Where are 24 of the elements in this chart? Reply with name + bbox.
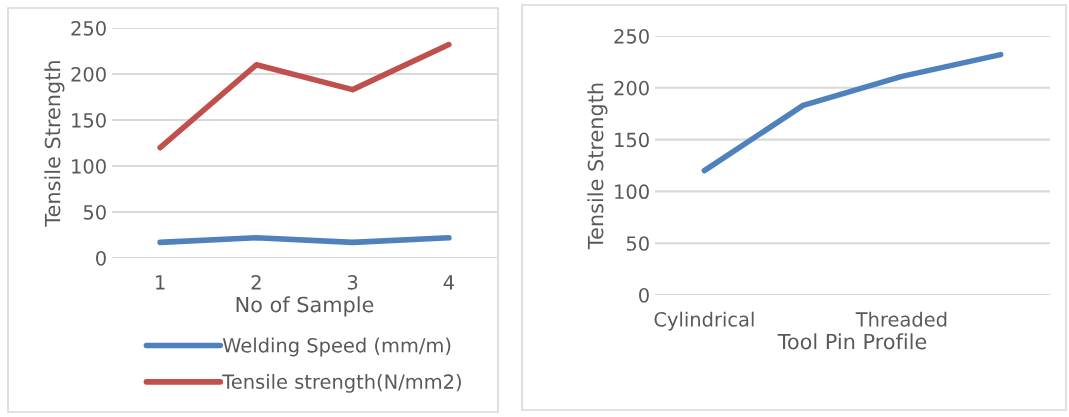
- y-tick-label: 200: [71, 66, 106, 82]
- legend-label: Tensile strength(N/mm2): [222, 373, 461, 393]
- legend-label: Welding Speed (mm/m): [222, 337, 451, 357]
- y-tick-label: 250: [71, 20, 106, 36]
- x-axis-title: Tool Pin Profile: [777, 333, 927, 350]
- y-axis-title: Tensile Strength: [44, 61, 65, 227]
- y-axis-title: Tensile Strength: [587, 83, 608, 250]
- x-tick-label: 2: [251, 275, 261, 290]
- x-tick-label: Threaded: [855, 311, 947, 327]
- y-tick-label: 100: [615, 184, 649, 200]
- y-tick-label: 0: [96, 250, 106, 266]
- x-tick-label: Cylindrical: [654, 311, 754, 331]
- x-tick-label: 4: [443, 275, 454, 290]
- x-tick-label: 1: [156, 275, 165, 290]
- y-tick-label: 50: [83, 204, 106, 220]
- x-axis-title: No of Sample: [236, 296, 374, 317]
- y-tick-label: 150: [615, 132, 649, 148]
- y-tick-label: 150: [72, 112, 106, 128]
- y-tick-label: 200: [614, 80, 649, 96]
- y-tick-label: 250: [614, 28, 649, 44]
- y-tick-label: 0: [639, 287, 649, 303]
- y-tick-label: 100: [72, 158, 106, 174]
- y-tick-label: 50: [626, 236, 649, 251]
- x-tick-label: 3: [347, 275, 358, 290]
